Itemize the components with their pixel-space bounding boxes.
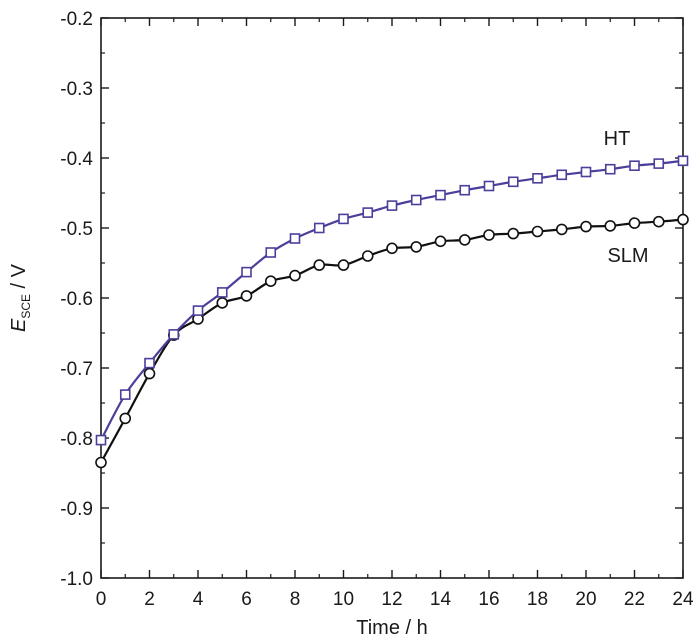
- data-point-ht: [532, 173, 543, 184]
- x-tick-label: 10: [333, 589, 354, 610]
- x-tick-label: 2: [144, 589, 155, 610]
- y-tick-label: -0.2: [60, 9, 93, 30]
- data-point-slm: [119, 412, 132, 425]
- data-point-ht: [289, 233, 301, 244]
- series-slm: [95, 213, 689, 469]
- data-point-slm: [458, 234, 471, 246]
- data-point-ht: [362, 207, 374, 218]
- data-point-slm: [410, 241, 423, 253]
- data-point-ht: [95, 434, 107, 446]
- data-point-slm: [143, 367, 156, 380]
- x-tick-label: 22: [624, 589, 645, 610]
- x-tick-label: 16: [478, 589, 499, 610]
- axis-ticks: 0 2 4 6 8 10 12 14 16 18 20 22 24-1.0-0.9-0.8-0.7-0.…: [60, 9, 694, 610]
- series-label-slm: SLM: [607, 245, 648, 267]
- data-point-slm: [555, 223, 568, 236]
- x-tick-label: 18: [527, 589, 548, 610]
- series-label-ht: HT: [604, 128, 631, 150]
- data-point-ht: [168, 329, 180, 340]
- y-axis-title-symbol: E: [8, 318, 30, 332]
- data-point-ht: [435, 189, 446, 201]
- x-tick-label: 4: [193, 589, 204, 610]
- x-tick-label: 12: [381, 589, 402, 610]
- y-tick-label: -0.5: [60, 219, 93, 240]
- x-tick-label: 0: [96, 589, 107, 610]
- data-point-ht: [338, 213, 349, 225]
- y-tick-label: -1.0: [60, 569, 93, 590]
- y-tick-label: -0.8: [60, 429, 93, 450]
- data-point-ht: [192, 305, 204, 316]
- y-tick-label: -0.9: [60, 499, 93, 520]
- data-point-slm: [652, 215, 665, 228]
- data-point-slm: [580, 220, 592, 233]
- x-tick-label: 20: [575, 589, 596, 610]
- data-point-ht: [556, 169, 568, 181]
- series-layer: [95, 155, 689, 469]
- data-point-slm: [507, 227, 520, 240]
- data-point-slm: [216, 297, 229, 309]
- x-tick-label: 24: [672, 589, 694, 610]
- data-point-slm: [483, 229, 495, 241]
- data-point-slm: [337, 259, 350, 271]
- series-ht: [95, 155, 689, 446]
- data-point-slm: [313, 259, 326, 271]
- data-point-ht: [386, 200, 398, 211]
- data-point-slm: [361, 250, 374, 262]
- data-point-ht: [144, 357, 155, 369]
- data-point-slm: [289, 269, 301, 282]
- data-point-ht: [677, 155, 689, 167]
- data-point-ht: [410, 194, 422, 206]
- data-point-slm: [604, 220, 617, 232]
- y-tick-label: -0.3: [60, 79, 93, 100]
- data-point-ht: [580, 166, 592, 178]
- data-point-ht: [629, 160, 640, 171]
- x-tick-label: 14: [430, 589, 452, 610]
- data-point-ht: [653, 158, 665, 169]
- y-axis-title: ESCE / V: [8, 263, 33, 332]
- data-point-ht: [483, 180, 495, 192]
- data-point-slm: [386, 242, 398, 255]
- series-line-slm: [100, 218, 684, 464]
- y-tick-label: -0.4: [60, 149, 93, 170]
- data-point-ht: [313, 222, 325, 234]
- y-tick-label: -0.7: [60, 359, 93, 380]
- y-axis-title-unit: / V: [8, 263, 30, 294]
- data-point-slm: [434, 235, 447, 248]
- plot-frame: [100, 17, 684, 579]
- y-axis-title-subscript: SCE: [19, 294, 33, 319]
- data-point-slm: [264, 275, 277, 288]
- data-point-ht: [459, 184, 471, 196]
- data-point-slm: [677, 213, 689, 226]
- data-point-slm: [531, 225, 544, 238]
- y-tick-label: -0.6: [60, 289, 93, 310]
- data-point-ht: [216, 287, 228, 298]
- data-point-ht: [119, 389, 131, 400]
- data-point-ht: [604, 163, 616, 175]
- data-point-slm: [628, 217, 641, 229]
- x-tick-label: 8: [290, 589, 301, 610]
- data-point-slm: [240, 290, 253, 302]
- data-point-slm: [95, 456, 107, 469]
- x-axis-title: Time / h: [356, 617, 428, 639]
- data-point-ht: [241, 266, 252, 278]
- x-tick-label: 6: [241, 589, 252, 610]
- data-point-ht: [507, 176, 519, 188]
- data-point-ht: [265, 247, 277, 258]
